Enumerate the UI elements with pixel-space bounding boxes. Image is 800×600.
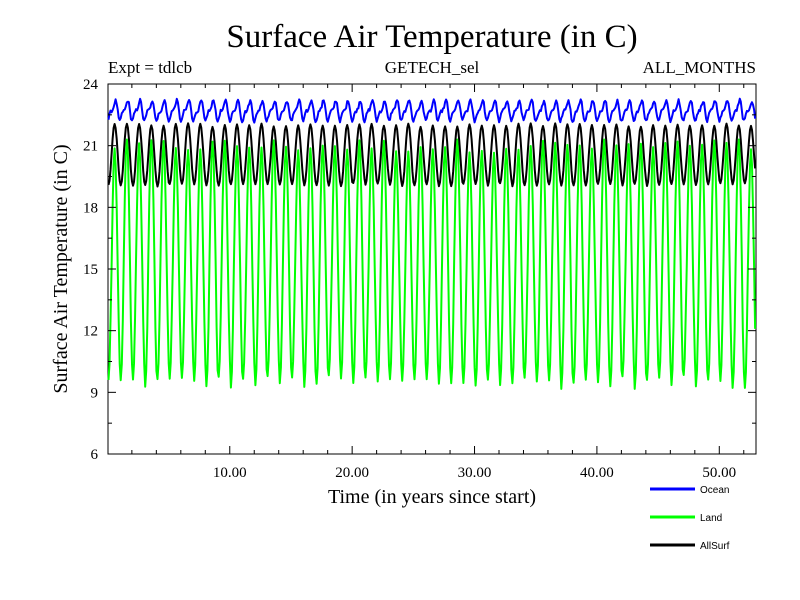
y-axis-label: Surface Air Temperature (in C) xyxy=(50,144,72,393)
x-tick-label: 30.00 xyxy=(458,465,492,481)
y-tick-label: 6 xyxy=(91,447,99,463)
y-tick-label: 18 xyxy=(83,200,98,216)
series-layer xyxy=(107,97,757,390)
series-line-land xyxy=(107,138,757,390)
x-tick-label: 10.00 xyxy=(213,465,247,481)
legend-label-allsurf: AllSurf xyxy=(700,541,730,552)
plot-area: 6 9 12 15 18 21 24 10.00 20.00 30.00 40.00 50.00 xyxy=(83,77,757,481)
experiment-label: Expt = tdlcb xyxy=(108,58,192,77)
y-tick-label: 24 xyxy=(83,77,99,93)
legend-label-land: Land xyxy=(700,513,722,524)
x-tick-label: 40.00 xyxy=(580,465,614,481)
x-axis-label: Time (in years since start) xyxy=(328,486,536,508)
y-tick-label: 12 xyxy=(83,324,98,340)
months-label: ALL_MONTHS xyxy=(643,58,756,77)
x-axis: 10.00 20.00 30.00 40.00 50.00 xyxy=(131,84,745,481)
series-line-ocean xyxy=(107,97,757,124)
y-tick-label: 15 xyxy=(83,262,98,278)
y-tick-label: 21 xyxy=(83,139,98,155)
y-axis: 6 9 12 15 18 21 24 xyxy=(83,77,756,463)
y-tick-label: 9 xyxy=(91,385,99,401)
legend-label-ocean: Ocean xyxy=(700,485,729,496)
dataset-label: GETECH_sel xyxy=(385,58,480,77)
x-tick-label: 20.00 xyxy=(335,465,369,481)
series-line-allsurf xyxy=(107,122,757,188)
plot-frame xyxy=(107,83,757,455)
x-tick-label: 50.00 xyxy=(702,465,736,481)
legend: Ocean Land AllSurf xyxy=(650,485,730,552)
chart-title: Surface Air Temperature (in C) xyxy=(226,19,637,55)
